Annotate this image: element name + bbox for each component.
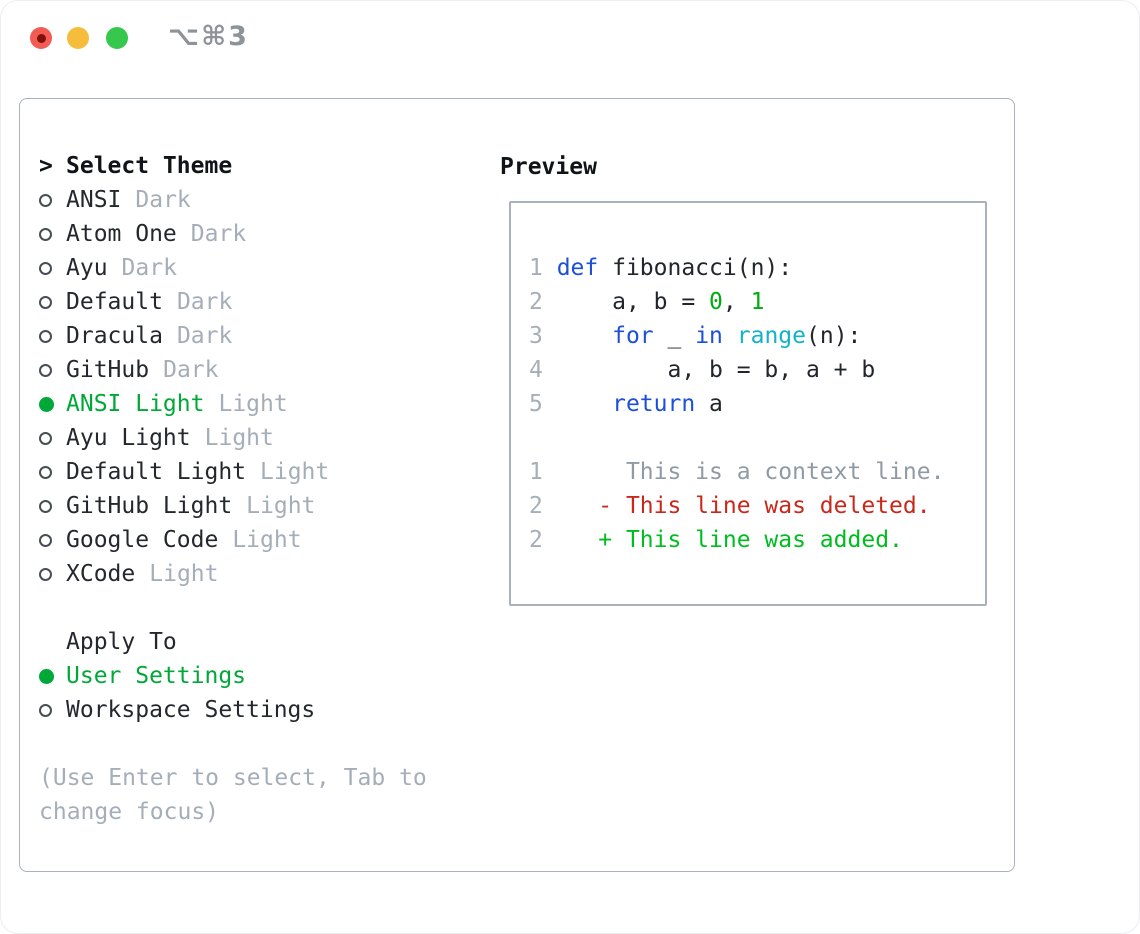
help-text: (Use Enter to select, Tab to [39, 765, 427, 791]
theme-variant-label: Light [218, 391, 288, 417]
apply-option-label: User Settings [66, 663, 247, 689]
theme-variant-label: Light [260, 459, 330, 485]
radio-icon [39, 193, 52, 207]
theme-option-label: Default [66, 289, 163, 315]
close-button[interactable] [30, 27, 52, 49]
theme-list-title: Select Theme [66, 153, 233, 179]
theme-option-label: ANSI [66, 187, 122, 213]
radio-icon [39, 261, 52, 275]
preview-header: Preview [500, 150, 597, 184]
theme-option-ansi[interactable]: ANSI Dark [39, 183, 191, 217]
theme-option-label: Google Code [66, 527, 219, 553]
code-line: 2 a, b = 0, 1 [529, 289, 765, 315]
radio-marker [39, 227, 66, 241]
radio-icon [39, 567, 52, 581]
theme-option-github-light[interactable]: GitHub Light Light [39, 489, 315, 523]
theme-option-default[interactable]: Default Dark [39, 285, 232, 319]
help-text: change focus) [39, 799, 220, 825]
apply-option-label: Workspace Settings [66, 697, 316, 723]
apply-option-workspace-settings[interactable]: Workspace Settings [39, 693, 315, 727]
theme-option-dracula[interactable]: Dracula Dark [39, 319, 232, 353]
theme-option-google-code[interactable]: Google Code Light [39, 523, 302, 557]
code-line: 5 return a [529, 391, 723, 417]
diff-context-line: 1 This is a context line. [529, 459, 945, 485]
theme-option-label: Default Light [66, 459, 247, 485]
theme-variant-label: Light [246, 493, 316, 519]
theme-option-label: GitHub [66, 357, 150, 383]
theme-option-ayu[interactable]: Ayu Dark [39, 251, 177, 285]
theme-option-ayu-light[interactable]: Ayu Light Light [39, 421, 274, 455]
radio-marker [39, 431, 66, 445]
theme-option-label: Atom One [66, 221, 177, 247]
radio-marker [39, 193, 66, 207]
radio-marker [39, 465, 66, 479]
code-line: 3 for _ in range (n): [529, 323, 862, 349]
radio-marker [39, 363, 66, 377]
radio-marker [39, 567, 66, 581]
theme-option-github[interactable]: GitHub Dark [39, 353, 218, 387]
radio-icon [39, 431, 52, 445]
diff-added-line: 2 + This line was added. [529, 527, 903, 553]
radio-icon [39, 533, 52, 547]
radio-marker [39, 703, 66, 717]
radio-marker [39, 668, 66, 684]
radio-marker [39, 329, 66, 343]
radio-icon [39, 295, 52, 309]
theme-variant-label: Dark [121, 255, 177, 281]
theme-variant-label: Dark [163, 357, 219, 383]
theme-variant-label: Dark [135, 187, 191, 213]
theme-variant-label: Light [232, 527, 302, 553]
theme-option-ansi-light[interactable]: ANSI Light Light [39, 387, 288, 421]
code-line: 4 a, b = b, a + b [529, 357, 876, 383]
radio-selected-icon [39, 668, 54, 684]
zoom-button[interactable] [106, 27, 128, 49]
help-text-line: change focus) [39, 795, 219, 829]
preview-box [509, 201, 987, 606]
radio-icon [39, 227, 52, 241]
help-text-line: (Use Enter to select, Tab to [39, 761, 427, 795]
theme-option-label: GitHub Light [66, 493, 233, 519]
theme-option-label: XCode [66, 561, 136, 587]
close-dot-icon [36, 33, 46, 43]
radio-marker [39, 533, 66, 547]
apply-to-header: Apply To [39, 625, 177, 659]
code-line: 1 def fibonacci(n): [529, 255, 793, 281]
theme-option-default-light[interactable]: Default Light Light [39, 455, 329, 489]
minimize-button[interactable] [67, 27, 89, 49]
diff-deleted-line: 2 - This line was deleted. [529, 493, 931, 519]
theme-variant-label: Light [204, 425, 274, 451]
preview-title: Preview [500, 154, 597, 180]
radio-selected-icon [39, 396, 54, 412]
radio-marker [39, 499, 66, 513]
theme-option-label: Dracula [66, 323, 163, 349]
radio-icon [39, 499, 52, 513]
theme-option-label: ANSI Light [66, 391, 205, 417]
theme-variant-label: Dark [176, 323, 233, 349]
radio-icon [39, 465, 52, 479]
radio-icon [39, 329, 52, 343]
radio-marker [39, 396, 66, 412]
theme-option-label: Ayu [66, 255, 108, 281]
radio-marker [39, 295, 66, 309]
theme-variant-label: Dark [176, 289, 233, 315]
window-shortcut-label: ⌥⌘3 [168, 21, 249, 52]
radio-icon [39, 363, 52, 377]
theme-option-atom-one[interactable]: Atom One Dark [39, 217, 246, 251]
apply-to-title: Apply To [66, 629, 177, 655]
theme-option-xcode[interactable]: XCode Light [39, 557, 219, 591]
theme-option-label: Ayu Light [66, 425, 191, 451]
theme-variant-label: Dark [190, 221, 247, 247]
apply-option-user-settings[interactable]: User Settings [39, 659, 246, 693]
theme-list-header: > Select Theme [39, 149, 232, 183]
radio-marker [39, 261, 66, 275]
radio-icon [39, 703, 52, 717]
theme-variant-label: Light [149, 561, 219, 587]
focus-prompt-icon: > [39, 153, 53, 179]
